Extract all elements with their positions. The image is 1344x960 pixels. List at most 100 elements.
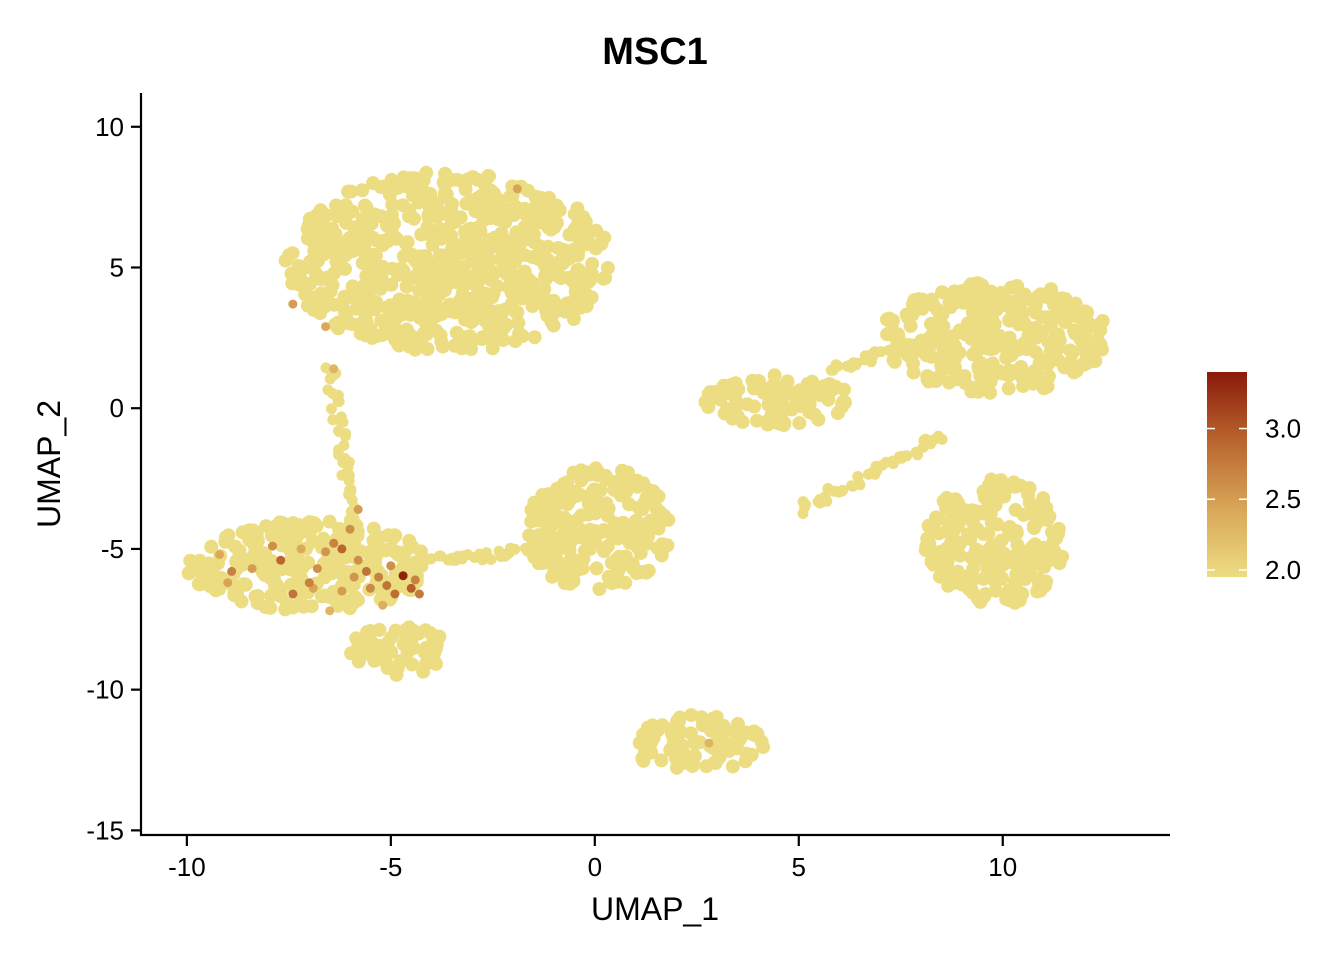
cell-point: [576, 551, 591, 566]
cell-point: [560, 475, 575, 490]
cell-point: [346, 577, 361, 592]
cell-point: [651, 489, 666, 504]
cell-point: [978, 503, 993, 518]
cell-point: [616, 468, 631, 482]
cell-point: [349, 631, 364, 646]
cell-point: [303, 260, 318, 275]
cell-point: [447, 272, 462, 286]
cell-point: [459, 242, 474, 257]
cell-point: [655, 540, 670, 555]
cell-point: [442, 303, 457, 318]
cell-point: [358, 328, 373, 343]
cell-point: [578, 288, 593, 303]
cell-point: [489, 307, 504, 322]
cell-point: [333, 396, 345, 407]
cell-point: [236, 577, 251, 592]
cell-point: [558, 253, 573, 268]
cell-point: [1018, 572, 1033, 587]
colorbar-ticks: 2.0 2.5 3.0: [1207, 414, 1301, 585]
cell-point: [699, 759, 714, 774]
cell-point: [978, 587, 993, 601]
cell-point: [580, 267, 595, 282]
cell-point: [352, 286, 367, 301]
cell-point: [989, 302, 1004, 317]
cell-point: [399, 279, 414, 294]
cell-point: [357, 239, 372, 254]
cell-point: [532, 199, 547, 213]
cell-point: [942, 375, 956, 390]
cell-point: [339, 215, 354, 230]
cell-point: [569, 280, 583, 295]
cell-point: [592, 468, 607, 483]
cell-point: [976, 571, 991, 586]
expressing-cell-point: [227, 566, 237, 576]
cell-point: [348, 513, 360, 525]
expressing-cell-point: [223, 578, 233, 588]
cell-point: [373, 530, 388, 545]
cell-point: [716, 378, 731, 393]
cell-point: [288, 534, 303, 548]
cell-point: [250, 589, 265, 603]
expressing-cell-point: [321, 547, 331, 557]
expressing-cell-point: [382, 581, 392, 590]
cell-point: [1019, 292, 1034, 307]
expressing-cell-point: [268, 541, 277, 551]
cell-point: [370, 645, 385, 660]
cell-point: [921, 518, 936, 533]
cell-point: [503, 300, 517, 315]
cell-point: [1001, 381, 1016, 396]
expressing-cell-point: [390, 589, 400, 599]
cell-point: [219, 530, 233, 545]
expressing-cell-point: [378, 600, 388, 610]
cell-point: [499, 203, 514, 218]
cell-point: [571, 465, 586, 480]
cell-point: [631, 565, 646, 580]
cell-point: [750, 413, 764, 428]
cell-point: [837, 484, 849, 496]
cell-point: [974, 356, 989, 371]
cell-point: [330, 256, 345, 271]
cell-point: [834, 399, 849, 414]
cell-point: [490, 239, 505, 254]
cell-point: [201, 556, 216, 571]
cell-point: [1051, 552, 1066, 567]
cell-point: [920, 369, 935, 384]
cell-point: [322, 514, 337, 529]
cell-point: [264, 528, 279, 543]
cell-point: [482, 196, 497, 211]
y-tick-label: -15: [86, 815, 124, 845]
cell-point: [412, 250, 427, 265]
cell-point: [324, 373, 336, 385]
cell-point: [344, 184, 359, 199]
cell-point: [701, 387, 716, 402]
cell-point: [606, 530, 621, 545]
expressing-cell-point: [361, 566, 371, 576]
cell-point: [291, 259, 306, 273]
cell-point: [546, 318, 561, 333]
cell-point: [986, 341, 1001, 356]
cell-point: [1005, 295, 1020, 310]
cell-point: [193, 565, 208, 580]
expressing-cell-point: [288, 589, 298, 599]
cell-point: [383, 298, 398, 313]
cell-point: [545, 569, 560, 584]
cell-point: [625, 477, 640, 492]
cell-point: [1041, 334, 1056, 349]
expressing-cell-point: [414, 589, 424, 599]
cell-point: [730, 716, 745, 731]
x-tick-label: 0: [588, 852, 602, 882]
cell-point: [1038, 578, 1052, 593]
expressing-cell-point: [276, 555, 286, 565]
expressing-cell-point: [304, 578, 314, 588]
cell-point: [646, 730, 661, 745]
cell-point: [343, 475, 355, 487]
cell-point: [850, 359, 861, 371]
cell-point: [751, 374, 766, 388]
chart-title: MSC1: [602, 31, 708, 73]
cell-point: [725, 759, 740, 774]
cell-point: [555, 303, 570, 317]
x-tick-label: 5: [792, 852, 806, 882]
cell-point: [263, 600, 278, 615]
cell-point: [990, 488, 1005, 503]
